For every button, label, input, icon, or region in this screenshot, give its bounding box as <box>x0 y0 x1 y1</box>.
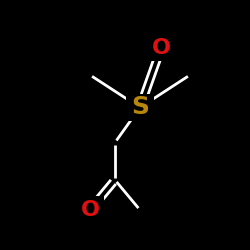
Bar <box>148 34 175 61</box>
Text: S: S <box>131 96 149 120</box>
Text: O: O <box>80 200 100 220</box>
Text: O: O <box>152 38 171 58</box>
Bar <box>76 196 104 224</box>
Bar <box>126 94 154 121</box>
